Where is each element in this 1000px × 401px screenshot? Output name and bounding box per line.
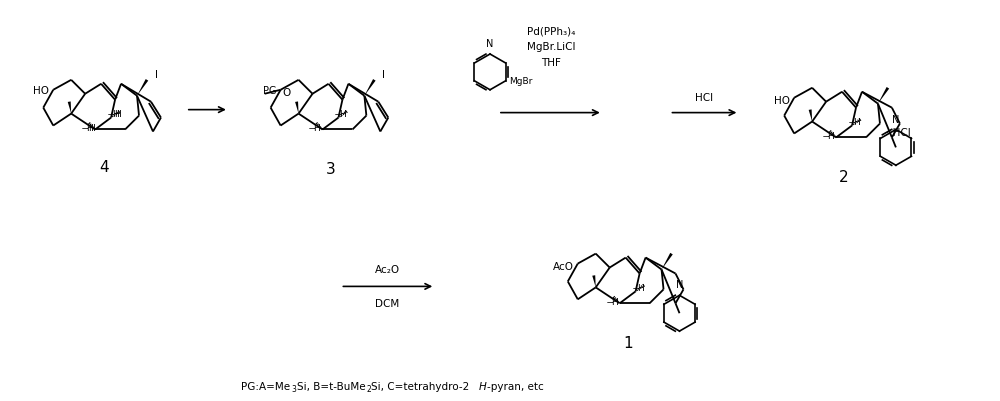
Text: Si, B=t-BuMe: Si, B=t-BuMe xyxy=(297,381,365,391)
Text: ̶H: ̶H xyxy=(114,110,120,119)
Text: ̶H: ̶H xyxy=(638,283,645,292)
Text: DCM: DCM xyxy=(375,299,399,308)
Text: 1: 1 xyxy=(623,335,632,350)
Text: PG: PG xyxy=(263,85,277,95)
Text: I: I xyxy=(155,70,158,80)
Text: Si, C=tetrahydro-2: Si, C=tetrahydro-2 xyxy=(371,381,470,391)
Text: THF: THF xyxy=(541,58,561,68)
Text: Ac₂O: Ac₂O xyxy=(375,265,400,275)
Text: ̶H: ̶H xyxy=(855,118,861,127)
Text: · HCl: · HCl xyxy=(886,128,911,138)
Polygon shape xyxy=(68,102,71,114)
Text: MgBr: MgBr xyxy=(510,77,533,86)
Polygon shape xyxy=(295,102,299,114)
Text: ̶H: ̶H xyxy=(829,132,835,141)
Text: 4: 4 xyxy=(99,160,109,175)
Polygon shape xyxy=(364,80,376,97)
Polygon shape xyxy=(878,88,889,104)
Text: 2: 2 xyxy=(366,384,371,393)
Text: PG:A=Me: PG:A=Me xyxy=(241,381,290,391)
Text: 3: 3 xyxy=(292,384,296,393)
Polygon shape xyxy=(137,80,148,97)
Text: MgBr.LiCl: MgBr.LiCl xyxy=(527,42,575,52)
Text: HO: HO xyxy=(774,95,790,105)
Polygon shape xyxy=(592,275,596,288)
Text: AcO: AcO xyxy=(553,261,574,271)
Text: H: H xyxy=(479,381,487,391)
Text: ̶H: ̶H xyxy=(88,124,95,133)
Text: HCl: HCl xyxy=(695,93,713,102)
Text: I: I xyxy=(382,70,385,80)
Polygon shape xyxy=(809,110,812,122)
Text: 2: 2 xyxy=(839,170,849,185)
Text: 3: 3 xyxy=(326,162,335,177)
Text: N: N xyxy=(892,114,900,124)
Text: ̶H: ̶H xyxy=(341,110,348,119)
Text: H: H xyxy=(88,124,95,133)
Text: HO: HO xyxy=(33,85,49,95)
Text: N: N xyxy=(486,39,494,49)
Text: ̶H: ̶H xyxy=(612,297,619,306)
Text: O: O xyxy=(283,87,291,97)
Text: N: N xyxy=(676,279,683,290)
Text: -pyran, etc: -pyran, etc xyxy=(487,381,544,391)
Polygon shape xyxy=(662,253,673,270)
Text: H: H xyxy=(114,110,120,119)
Text: ̶H: ̶H xyxy=(315,124,322,133)
Text: Pd(PPh₃)₄: Pd(PPh₃)₄ xyxy=(527,26,575,36)
